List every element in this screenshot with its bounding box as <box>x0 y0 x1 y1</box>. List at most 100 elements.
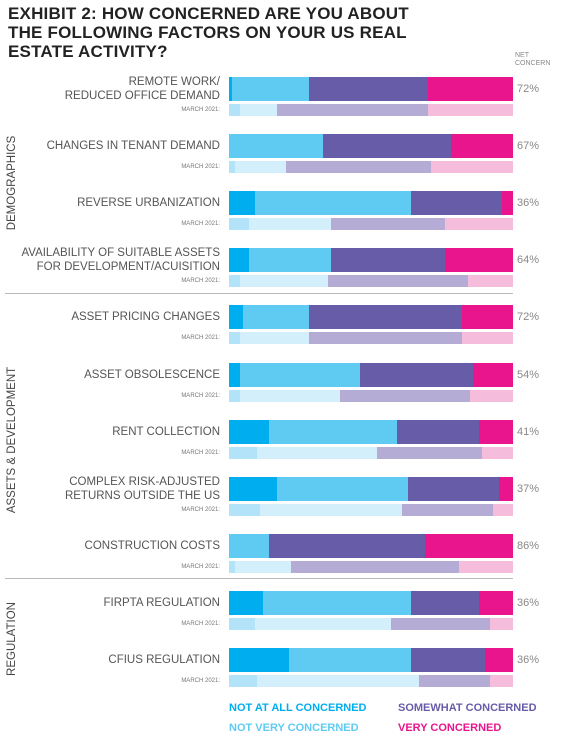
bar-segment <box>229 305 244 330</box>
bar-segment <box>478 419 513 444</box>
net-concern: 67% <box>517 140 540 153</box>
bar-segment <box>229 476 278 501</box>
bar-segment <box>288 648 411 672</box>
march-bar-segment <box>229 503 261 516</box>
comparison-label: MARCH 2021: <box>181 449 220 456</box>
bar-segment <box>410 648 485 672</box>
net-concern: 72% <box>517 311 540 324</box>
bar-segment <box>229 134 323 159</box>
march-bar-segment <box>229 389 241 402</box>
legend-entry: NOT VERY CONCERNED <box>229 722 359 734</box>
bar-segment <box>410 191 502 216</box>
march-bar-segment <box>390 617 491 630</box>
bar-segment <box>444 248 513 273</box>
comparison-label: MARCH 2021: <box>181 164 220 171</box>
march-bar-segment <box>467 275 513 288</box>
bar-segment <box>229 533 269 558</box>
march-bar-segment <box>257 675 420 687</box>
march-bar-segment <box>419 675 491 687</box>
march-bar-segment <box>254 617 391 630</box>
net-concern: 36% <box>517 197 540 210</box>
march-bar-segment <box>430 161 513 174</box>
march-bar-segment <box>470 389 513 402</box>
march-bar-segment <box>234 560 292 573</box>
march-bar-segment <box>493 503 513 516</box>
category-label: ASSET PRICING CHANGES <box>71 311 220 324</box>
bar-segment <box>240 362 360 387</box>
legend-entry: NOT AT ALL CONCERNED <box>229 702 367 714</box>
bar-segment <box>424 533 513 558</box>
march-bar-segment <box>277 104 428 116</box>
group-label: DEMOGRAPHICS <box>6 135 18 230</box>
bar-segment <box>501 191 513 216</box>
march-bar-segment <box>308 332 462 345</box>
march-bar-segment <box>260 503 403 516</box>
bar-segment <box>473 362 513 387</box>
chart-title: EXHIBIT 2: HOW CONCERNED ARE YOU ABOUT T… <box>8 4 409 61</box>
march-bar-segment <box>481 446 513 459</box>
group-label: REGULATION <box>6 602 18 677</box>
comparison-label: MARCH 2021: <box>181 620 220 627</box>
comparison-label: MARCH 2021: <box>181 107 220 113</box>
net-concern: 41% <box>517 425 540 438</box>
net-concern: 64% <box>517 254 540 267</box>
march-bar-segment <box>461 332 513 345</box>
bar-segment <box>263 590 411 615</box>
march-bar-segment <box>427 104 513 116</box>
bar-segment <box>331 248 445 273</box>
category-label: CONSTRUCTION COSTS <box>84 539 220 552</box>
category-label: COMPLEX RISK-ADJUSTED RETURNS OUTSIDE TH… <box>64 475 220 502</box>
category-label: ASSET OBSOLESCENCE <box>84 368 220 381</box>
category-label: REMOTE WORK/ REDUCED OFFICE DEMAND <box>64 76 220 102</box>
comparison-label: MARCH 2021: <box>181 392 220 399</box>
bar-segment <box>248 248 332 273</box>
march-bar-segment <box>257 446 377 459</box>
net-concern: 36% <box>517 596 540 609</box>
march-bar-segment <box>240 104 278 116</box>
march-bar-segment <box>234 161 286 174</box>
bar-segment <box>427 77 513 101</box>
category-label: FIRPTA REGULATION <box>103 596 220 609</box>
category-label: CHANGES IN TENANT DEMAND <box>46 140 220 153</box>
bar-segment <box>231 77 309 101</box>
march-bar-segment <box>229 617 255 630</box>
bar-segment <box>498 476 513 501</box>
comparison-label: MARCH 2021: <box>181 335 220 342</box>
march-bar-segment <box>328 275 468 288</box>
march-bar-segment <box>459 560 513 573</box>
march-bar-segment <box>229 446 258 459</box>
march-bar-segment <box>444 218 513 231</box>
march-bar-segment <box>240 389 340 402</box>
march-bar-segment <box>331 218 445 231</box>
legend-entry: SOMEWHAT CONCERNED <box>398 702 537 714</box>
bar-segment <box>277 476 408 501</box>
bar-segment <box>254 191 411 216</box>
category-label: RENT COLLECTION <box>112 425 220 438</box>
bar-segment <box>322 134 451 159</box>
net-concern: 86% <box>517 539 540 552</box>
bar-segment <box>396 419 479 444</box>
bar-segment <box>407 476 499 501</box>
category-label: CFIUS REGULATION <box>108 654 220 666</box>
net-concern: 54% <box>517 368 540 381</box>
march-bar-segment <box>490 617 513 630</box>
legend-entry: VERY CONCERNED <box>398 722 502 734</box>
group-label: ASSETS & DEVELOPMENT <box>6 366 18 513</box>
bar-segment <box>478 590 513 615</box>
march-bar-segment <box>240 332 309 345</box>
march-bar-segment <box>229 332 241 345</box>
bar-segment <box>268 533 425 558</box>
bar-segment <box>229 191 255 216</box>
bar-segment <box>243 305 309 330</box>
bar-segment <box>461 305 513 330</box>
march-bar-segment <box>285 161 431 174</box>
march-bar-segment <box>229 560 235 573</box>
bar-segment <box>229 362 241 387</box>
bar-segment <box>450 134 513 159</box>
net-concern: 37% <box>517 482 540 495</box>
bar-segment <box>268 419 397 444</box>
bar-segment <box>308 305 462 330</box>
march-bar-segment <box>229 675 258 687</box>
march-bar-segment <box>240 275 329 288</box>
